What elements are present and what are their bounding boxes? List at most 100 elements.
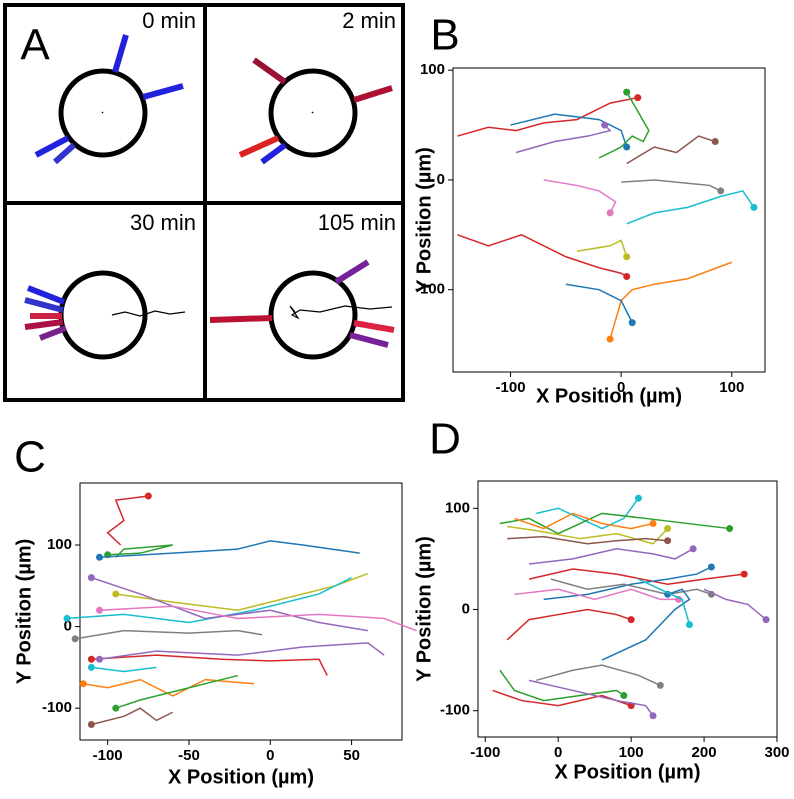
endpoint	[623, 273, 631, 281]
track	[289, 305, 393, 320]
trajectory	[457, 234, 628, 278]
x-tick-label: 50	[343, 747, 360, 764]
cell	[268, 68, 358, 158]
trajectory	[507, 535, 668, 545]
y-tick-label: 0	[64, 618, 72, 635]
trajectory	[609, 261, 733, 340]
endpoint	[711, 138, 719, 146]
endpoint	[717, 187, 725, 195]
endpoint	[750, 203, 758, 211]
trajectory	[457, 96, 638, 137]
trajectory	[601, 588, 691, 661]
time-label: 0 min	[142, 8, 196, 33]
fiber	[334, 259, 370, 285]
cell	[58, 68, 148, 158]
trajectory	[91, 707, 174, 726]
endpoint	[656, 681, 664, 689]
fiber	[24, 297, 64, 313]
trajectory	[703, 588, 767, 621]
trajectory	[499, 669, 625, 702]
trajectory	[536, 664, 661, 687]
x-tick-label: 200	[692, 744, 717, 761]
trajectory	[91, 666, 157, 673]
time-label: 105 min	[318, 210, 396, 235]
trajectory	[507, 525, 669, 545]
x-tick-label: 100	[619, 744, 644, 761]
y-tick-label: -100	[42, 699, 72, 716]
track	[311, 111, 314, 114]
fiber	[260, 142, 287, 165]
endpoint	[740, 570, 748, 578]
x-axis-label: X Position (µm)	[168, 766, 314, 788]
endpoint	[627, 616, 635, 624]
x-tick-label: -50	[178, 747, 200, 764]
endpoint	[96, 606, 104, 614]
endpoint	[87, 655, 95, 663]
trajectory	[99, 605, 417, 632]
trajectory	[626, 135, 716, 165]
x-tick-label: 100	[719, 379, 744, 396]
endpoint	[649, 712, 657, 720]
y-tick-label: -100	[415, 281, 445, 298]
trajectory	[115, 572, 369, 612]
trajectory	[528, 679, 654, 717]
trajectory	[99, 540, 360, 558]
endpoint	[63, 614, 71, 622]
endpoint	[707, 563, 715, 571]
y-tick-label: 0	[437, 171, 445, 188]
endpoint	[628, 319, 636, 327]
endpoint	[144, 492, 152, 500]
trajectory	[510, 113, 628, 148]
trajectory	[528, 548, 694, 565]
endpoint	[71, 635, 79, 643]
endpoint	[689, 545, 697, 553]
fibers	[24, 34, 395, 348]
fiber	[238, 135, 280, 158]
endpoint	[685, 621, 693, 629]
y-axis-label: Y Position (µm)	[13, 539, 35, 685]
plot-frame	[79, 482, 403, 741]
y-tick-label: 100	[47, 536, 72, 553]
endpoint	[87, 720, 95, 728]
endpoint	[634, 94, 642, 102]
trajectory	[621, 179, 722, 192]
endpoint	[112, 704, 120, 712]
trajectory	[514, 512, 654, 530]
y-tick-label: 100	[420, 61, 445, 78]
trajectory	[506, 608, 632, 641]
endpoint	[96, 655, 104, 663]
fiber	[142, 83, 184, 100]
endpoint	[623, 143, 631, 151]
x-axis-label: X Position (µm)	[536, 385, 682, 407]
x-tick-label: -100	[93, 747, 123, 764]
y-axis-label: Y Position (µm)	[413, 536, 435, 682]
x-tick-label: 300	[764, 744, 789, 761]
x-tick-label: 0	[266, 747, 274, 764]
panel-label: A	[20, 21, 50, 70]
trajectory	[499, 512, 730, 535]
plot-frame	[477, 480, 778, 738]
endpoint	[79, 680, 87, 688]
panel-label: D	[429, 415, 461, 464]
trajectory	[528, 568, 745, 585]
fiber	[112, 34, 129, 73]
endpoint	[606, 209, 614, 217]
trajectory	[514, 588, 679, 601]
fiber	[24, 319, 64, 330]
track	[111, 310, 186, 317]
y-tick-label: -100	[440, 702, 470, 719]
endpoint	[664, 525, 672, 533]
trajectory	[515, 124, 612, 154]
endpoint	[726, 525, 734, 533]
x-tick-label: -100	[470, 744, 500, 761]
endpoint	[664, 537, 672, 545]
y-axis-label: Y Position (µm)	[413, 147, 435, 293]
fiber	[349, 332, 389, 348]
trajectory	[91, 654, 328, 676]
trajectory	[638, 578, 691, 625]
trajectory	[74, 629, 263, 640]
y-tick-label: 100	[445, 499, 470, 516]
fiber	[26, 285, 66, 305]
trajectory	[106, 495, 149, 546]
